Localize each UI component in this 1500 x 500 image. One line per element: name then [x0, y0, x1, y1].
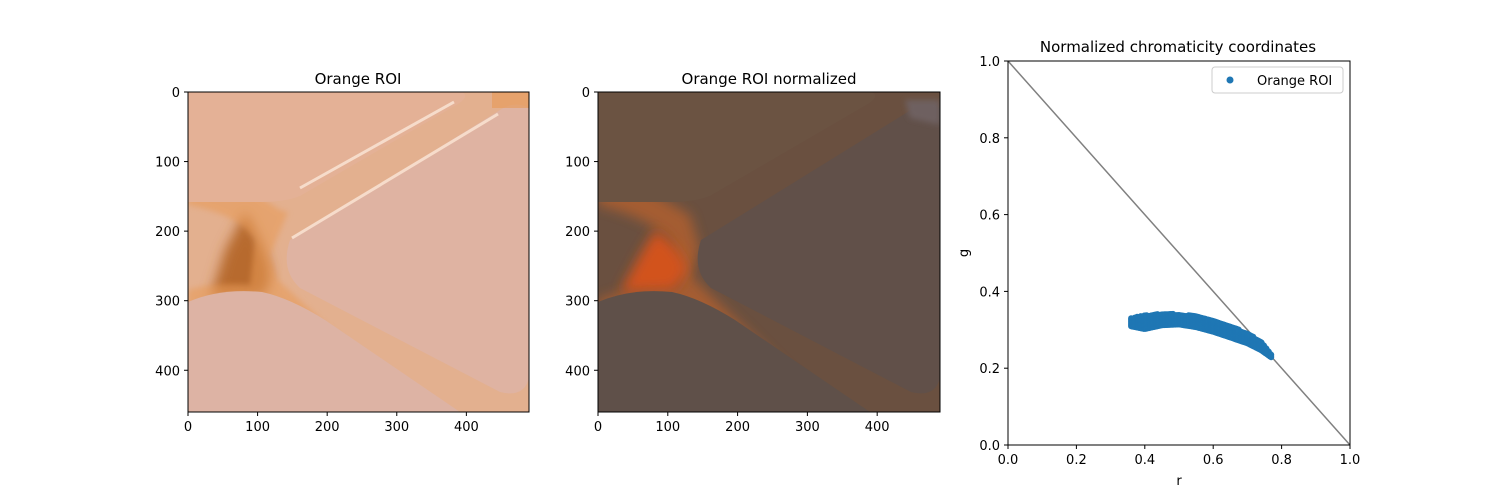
y-tick-label: 0.2	[979, 362, 1000, 377]
x-tick-label: 0.4	[1134, 453, 1155, 468]
scatter-series	[1128, 310, 1275, 361]
groove-shadow	[620, 230, 688, 292]
x-tick-label: 100	[655, 420, 680, 435]
x-tick-label: 400	[454, 420, 479, 435]
x-tick-label: 200	[315, 420, 340, 435]
x-tick-label: 400	[865, 420, 890, 435]
panel-title: Orange ROI	[315, 70, 402, 88]
lower-right-key	[697, 104, 940, 394]
axis-ticks: 0 100 200 300 400 0 100 200 300 400	[565, 86, 889, 435]
reference-line	[1007, 60, 1351, 446]
roi-image	[188, 92, 529, 412]
panel-title: Orange ROI normalized	[682, 70, 857, 88]
upper-key	[188, 92, 466, 202]
lower-right-highlight	[291, 112, 499, 240]
y-tick-label: 1.0	[979, 55, 1000, 70]
y-tick-label: 0.4	[979, 285, 1000, 300]
x-tick-label: 0	[184, 420, 192, 435]
x-tick-label: 0.0	[998, 453, 1019, 468]
upper-key-highlight	[299, 100, 455, 190]
highlight-patch	[905, 100, 940, 125]
panel-orange-roi: Orange ROI 0 100 200 300 400 0 100 200 300 400	[155, 70, 530, 435]
y-tick-label: 200	[565, 225, 590, 240]
axis-ticks: 0.0 0.2 0.4 0.6 0.8 1.0 0.0 0.2 0.4 0.6 0.8 1.0	[979, 55, 1360, 468]
x-axis-label: r	[1176, 474, 1182, 489]
y-tick-label: 0.8	[979, 132, 1000, 147]
x-tick-label: 300	[384, 420, 409, 435]
axes-frame	[187, 91, 530, 413]
lower-left-key	[598, 291, 870, 412]
y-tick-label: 200	[155, 225, 180, 240]
y-tick-label: 0	[172, 86, 180, 101]
x-tick-label: 100	[245, 420, 270, 435]
legend-frame	[1211, 66, 1344, 94]
legend-marker	[1226, 76, 1234, 84]
axes-frame	[1007, 60, 1351, 446]
y-tick-label: 0	[582, 86, 590, 101]
y-tick-label: 400	[565, 364, 590, 379]
y-tick-label: 100	[565, 156, 590, 171]
panel-orange-roi-normalized: Orange ROI normalized 0 100 200 300 400 0 100 2…	[565, 70, 941, 435]
legend: Orange ROI	[1211, 66, 1344, 94]
chart-title: Normalized chromaticity coordinates	[1040, 38, 1316, 56]
x-tick-label: 200	[725, 420, 750, 435]
y-tick-label: 400	[155, 364, 180, 379]
y-tick-label: 100	[155, 156, 180, 171]
axis-ticks: 0 100 200 300 400 0 100 200 300 400	[155, 86, 479, 435]
lower-right-key	[286, 104, 529, 394]
y-tick-label: 0.6	[979, 209, 1000, 224]
x-tick-label: 1.0	[1340, 453, 1361, 468]
legend-label: Orange ROI	[1257, 74, 1332, 89]
panel-chromaticity-scatter: Normalized chromaticity coordinates 0.0 0…	[957, 38, 1360, 489]
y-tick-label: 0.0	[979, 439, 1000, 454]
x-tick-label: 0.8	[1271, 453, 1292, 468]
lower-left-key	[188, 291, 460, 412]
axes-frame	[597, 91, 941, 413]
y-tick-label: 300	[155, 295, 180, 310]
x-tick-label: 0	[594, 420, 602, 435]
y-tick-label: 300	[565, 295, 590, 310]
y-axis-label: g	[957, 249, 972, 257]
roi-normalized-image	[598, 92, 940, 412]
scatter-point	[1268, 351, 1275, 358]
corner-patch	[492, 92, 529, 108]
x-tick-label: 0.6	[1203, 453, 1224, 468]
upper-key	[598, 92, 876, 202]
x-tick-label: 0.2	[1066, 453, 1087, 468]
x-tick-label: 300	[795, 420, 820, 435]
